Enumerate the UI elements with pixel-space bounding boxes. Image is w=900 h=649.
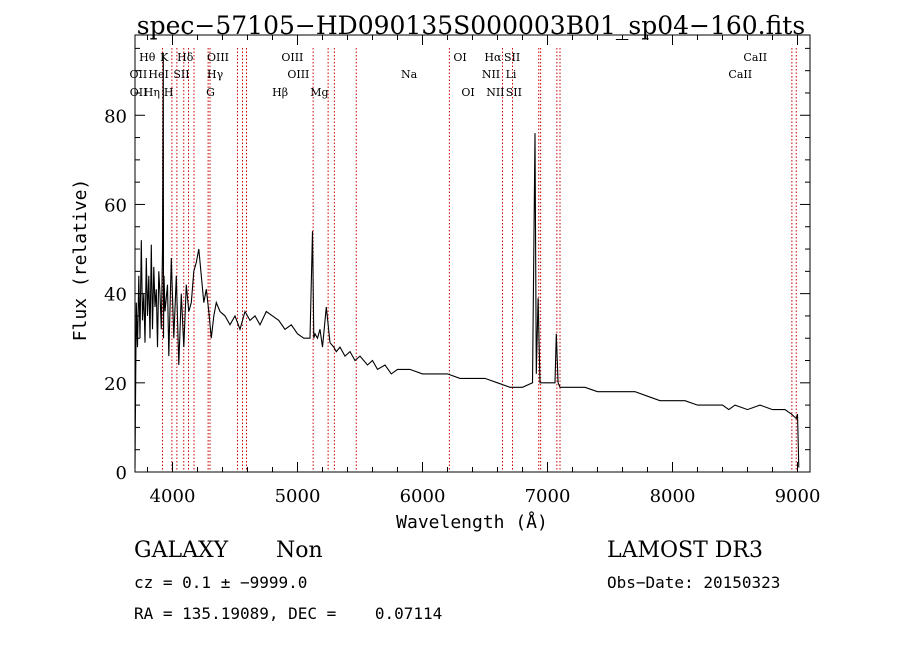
x-tick-label: 4000 (150, 486, 196, 507)
spectral-line-label: CaII (743, 51, 767, 64)
spectral-line-markers (162, 48, 797, 472)
object-class: GALAXY (134, 538, 229, 563)
spectral-line-label: Hγ (207, 68, 224, 81)
spectral-line-label: OI (453, 51, 466, 64)
x-axis: 4000 5000 6000 7000 8000 9000 (147, 35, 821, 507)
spectral-line-label: Mg (310, 86, 328, 99)
spectral-line-label: Hδ (177, 51, 194, 64)
spectral-line-label: SII (504, 51, 520, 64)
spectral-line-label: Hη (144, 86, 160, 99)
x-tick-label: 7000 (525, 486, 571, 507)
spectral-line-label: G (206, 86, 215, 99)
spectral-line-label: OIII (207, 51, 229, 64)
spectral-line-label: CaII (728, 68, 752, 81)
spectral-line-label: Hα (484, 51, 502, 64)
y-axis: 0 20 40 60 80 (104, 47, 810, 484)
object-subclass: Non (276, 538, 323, 563)
spectral-line-label: NII (486, 86, 504, 99)
x-tick-label: 9000 (775, 486, 821, 507)
survey-name: LAMOST DR3 (607, 538, 763, 563)
observation-date: Obs−Date: 20150323 (607, 573, 781, 592)
redshift-readout: cz = 0.1 ± −9999.0 (134, 573, 308, 592)
spectral-line-label: SII (173, 68, 189, 81)
spectral-line-label: Hθ (139, 51, 156, 64)
spectral-line-label: Li (506, 68, 517, 81)
spectral-line-label: OI (461, 86, 474, 99)
spectral-line-label: H (164, 86, 174, 99)
y-tick-label: 40 (104, 285, 127, 306)
y-tick-label: 60 (104, 195, 127, 216)
spectral-line-label: OII (130, 68, 148, 81)
x-tick-label: 6000 (400, 486, 446, 507)
spectral-line-label: Na (401, 68, 418, 81)
spectral-line-label: K (160, 51, 169, 64)
plot-frame (134, 34, 811, 473)
chart-title: spec−57105−HD090135S000003B01_sp04−160.f… (137, 11, 805, 40)
spectral-line-label: HeI (148, 68, 168, 81)
spectral-line-label: NII (482, 68, 500, 81)
y-axis-label: Flux (relative) (70, 179, 91, 342)
x-tick-label: 8000 (650, 486, 696, 507)
spectral-line-label: SII (506, 86, 522, 99)
y-tick-label: 80 (104, 106, 127, 127)
x-axis-label: Wavelength (Å) (396, 511, 548, 533)
spectrum-series-line (134, 52, 800, 468)
x-tick-label: 5000 (275, 486, 321, 507)
spectral-line-label: OIII (287, 68, 309, 81)
y-tick-label: 20 (104, 374, 127, 395)
spectral-line-label: Hβ (272, 86, 288, 99)
coordinates-readout: RA = 135.19089, DEC = 0.07114 (134, 604, 443, 623)
spectral-line-label: OIII (281, 51, 303, 64)
y-tick-label: 0 (116, 463, 127, 484)
spectral-line-labels: OIIOIIHθHηHeIKHHδSIIGOIIIHγHβOIIIOIIIMgN… (130, 51, 768, 99)
